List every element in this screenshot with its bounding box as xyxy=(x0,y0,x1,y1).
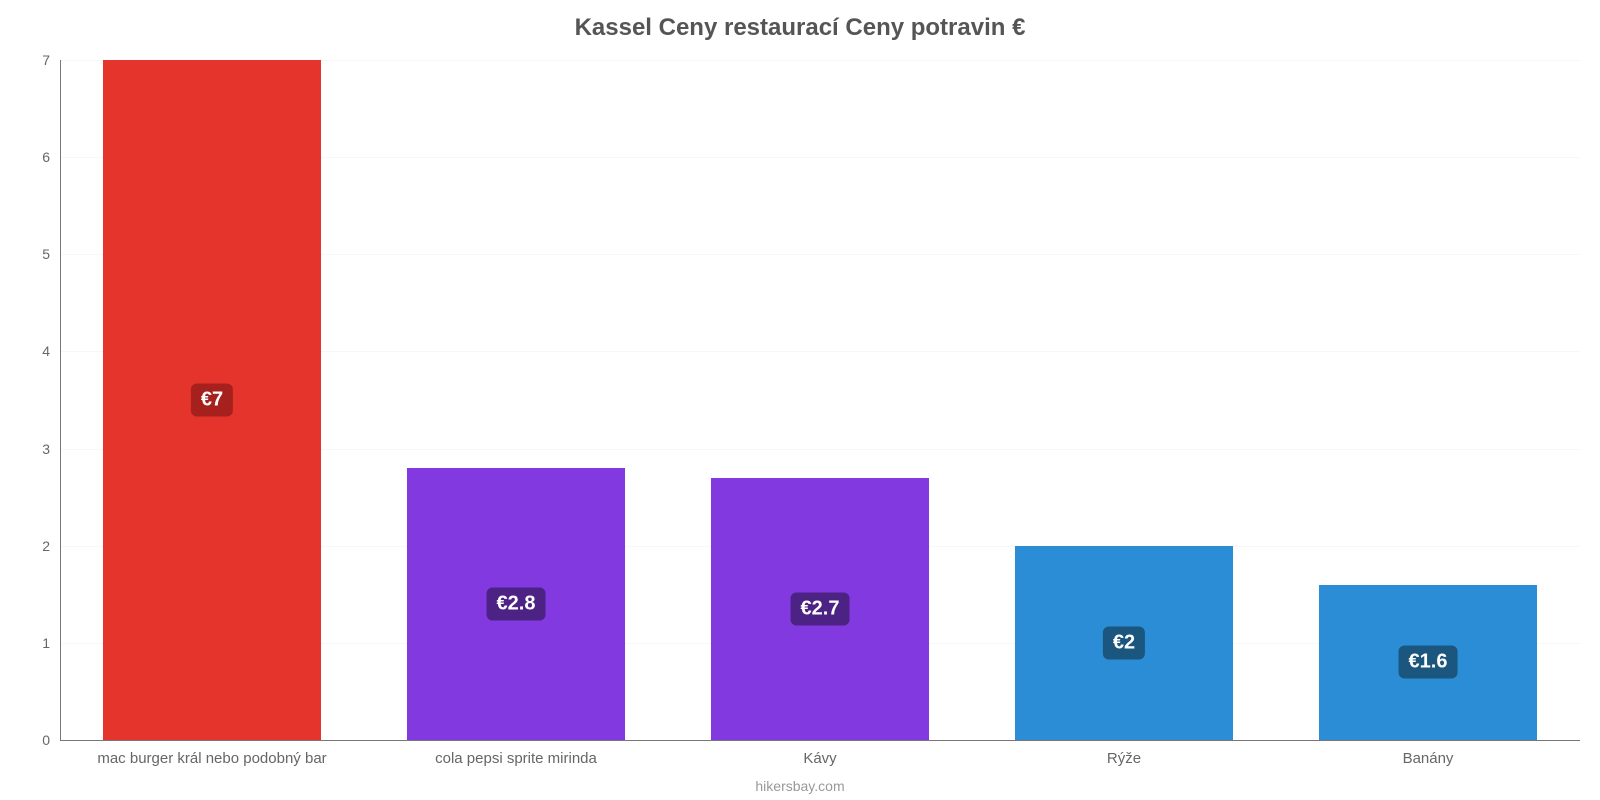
y-tick-label: 7 xyxy=(42,52,60,68)
bar: €2.7 xyxy=(711,478,930,740)
bar: €1.6 xyxy=(1319,585,1538,740)
y-tick-label: 6 xyxy=(42,149,60,165)
x-tick-label: Rýže xyxy=(1107,740,1141,767)
y-tick-label: 1 xyxy=(42,635,60,651)
bar: €2.8 xyxy=(407,468,626,740)
bar-value-label: €7 xyxy=(191,384,233,417)
plot-area: 01234567€7mac burger král nebo podobný b… xyxy=(60,60,1580,740)
bar-value-label: €1.6 xyxy=(1399,646,1458,679)
chart-title: Kassel Ceny restaurací Ceny potravin € xyxy=(0,14,1600,42)
x-tick-label: cola pepsi sprite mirinda xyxy=(435,740,597,767)
source-label: hikersbay.com xyxy=(0,778,1600,794)
y-tick-label: 0 xyxy=(42,732,60,748)
price-bar-chart: Kassel Ceny restaurací Ceny potravin € 0… xyxy=(0,0,1600,800)
y-tick-label: 5 xyxy=(42,246,60,262)
y-tick-label: 4 xyxy=(42,343,60,359)
x-tick-label: Banány xyxy=(1403,740,1454,767)
bar-value-label: €2 xyxy=(1103,626,1145,659)
bar: €2 xyxy=(1015,546,1234,740)
y-axis-line xyxy=(60,60,61,740)
bar-value-label: €2.7 xyxy=(791,592,850,625)
bar-value-label: €2.8 xyxy=(487,588,546,621)
x-tick-label: mac burger král nebo podobný bar xyxy=(97,740,326,767)
bar: €7 xyxy=(103,60,322,740)
y-tick-label: 3 xyxy=(42,441,60,457)
x-tick-label: Kávy xyxy=(803,740,836,767)
y-tick-label: 2 xyxy=(42,538,60,554)
